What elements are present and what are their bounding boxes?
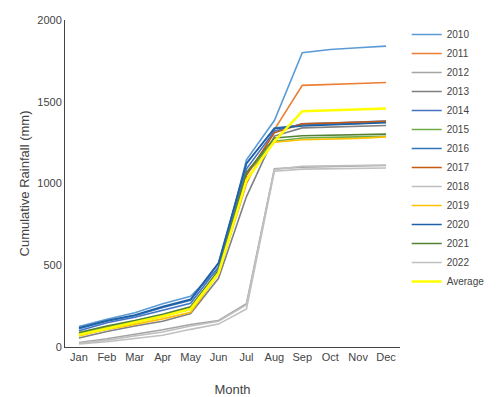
svg-text:500: 500	[43, 259, 61, 271]
svg-text:Month: Month	[214, 382, 250, 397]
svg-text:2017: 2017	[447, 162, 470, 173]
svg-text:Mar: Mar	[125, 351, 144, 363]
svg-text:1500: 1500	[37, 96, 61, 108]
svg-text:Apr: Apr	[154, 351, 171, 363]
svg-text:Aug: Aug	[265, 351, 285, 363]
svg-text:0: 0	[56, 341, 62, 353]
svg-text:2015: 2015	[447, 124, 470, 135]
svg-text:2012: 2012	[447, 67, 470, 78]
svg-text:Jun: Jun	[210, 351, 228, 363]
svg-text:Sep: Sep	[293, 351, 313, 363]
svg-text:Feb: Feb	[97, 351, 116, 363]
svg-text:2014: 2014	[447, 105, 470, 116]
svg-text:2021: 2021	[447, 238, 470, 249]
svg-text:2010: 2010	[447, 29, 470, 40]
svg-text:2022: 2022	[447, 257, 470, 268]
svg-text:Jan: Jan	[70, 351, 88, 363]
svg-text:Oct: Oct	[322, 351, 339, 363]
svg-text:1000: 1000	[37, 177, 61, 189]
svg-text:Cumulative Rainfall (mm): Cumulative Rainfall (mm)	[17, 111, 32, 257]
svg-text:Jul: Jul	[239, 351, 253, 363]
svg-text:2020: 2020	[447, 219, 470, 230]
svg-text:2011: 2011	[447, 48, 469, 59]
svg-text:2019: 2019	[447, 200, 470, 211]
svg-text:May: May	[180, 351, 201, 363]
svg-text:Average: Average	[447, 276, 485, 287]
svg-text:Nov: Nov	[348, 351, 368, 363]
svg-text:2013: 2013	[447, 86, 470, 97]
svg-text:2000: 2000	[37, 14, 61, 26]
svg-text:2018: 2018	[447, 181, 470, 192]
svg-text:2016: 2016	[447, 143, 470, 154]
svg-text:Dec: Dec	[376, 351, 396, 363]
